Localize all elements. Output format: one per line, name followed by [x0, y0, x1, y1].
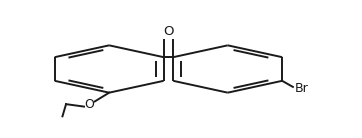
Text: O: O: [163, 25, 174, 38]
Text: O: O: [84, 98, 94, 111]
Text: Br: Br: [295, 82, 308, 95]
